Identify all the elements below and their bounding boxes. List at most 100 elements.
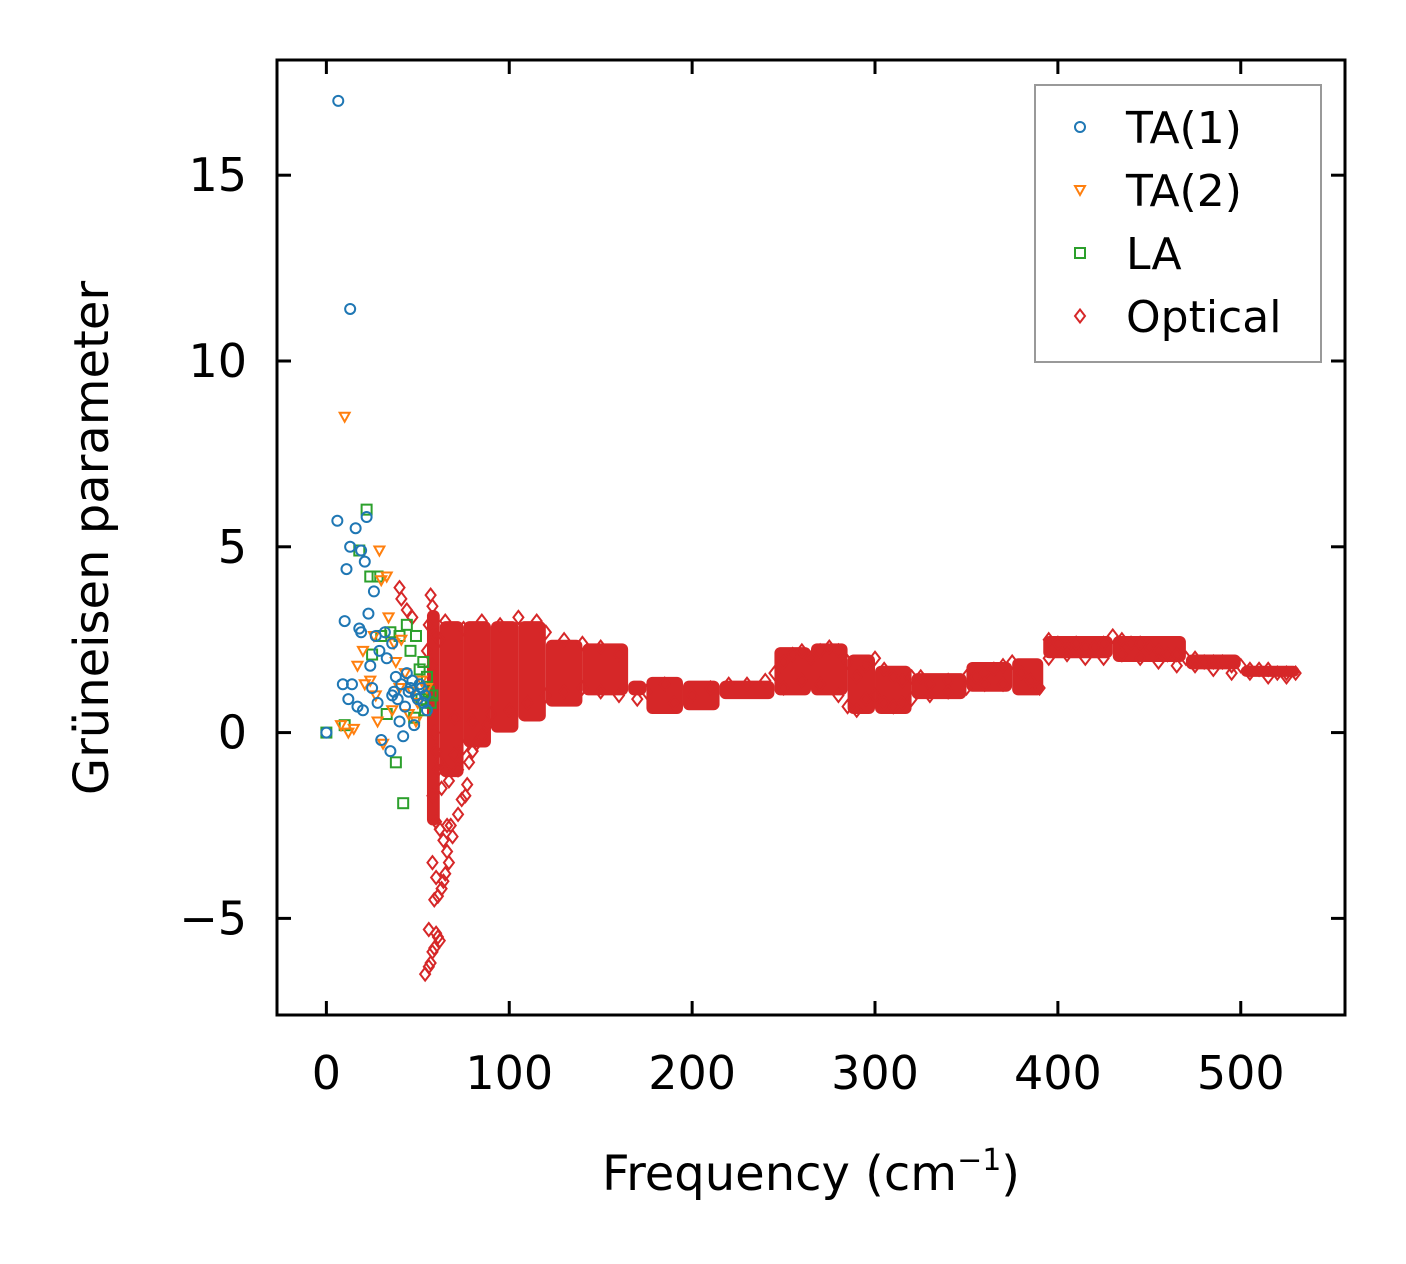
point-optical: [438, 612, 452, 630]
legend-label: Optical: [1126, 292, 1281, 343]
point-optical: [978, 676, 991, 693]
point-ta1: [373, 644, 386, 657]
point-la: [389, 756, 402, 769]
x-tick-label: 200: [648, 1046, 736, 1100]
point-optical: [987, 661, 1001, 678]
point-la: [400, 618, 413, 631]
point-optical: [451, 761, 465, 778]
point-la: [404, 644, 417, 657]
point-optical: [832, 642, 845, 659]
legend-label: TA(1): [1125, 103, 1242, 154]
point-ta1: [340, 563, 353, 576]
point-optical: [1060, 646, 1074, 663]
optical-band: [875, 665, 912, 715]
point-optical: [813, 642, 827, 659]
point-la: [397, 797, 410, 810]
point-ta1: [399, 700, 412, 713]
point-ta1: [413, 678, 426, 691]
legend-marker: [1073, 307, 1087, 325]
point-optical: [1152, 642, 1165, 659]
point-ta2: [420, 682, 434, 696]
point-optical: [1225, 664, 1238, 682]
point-optical: [1152, 653, 1165, 671]
x-tick-label: 300: [831, 1046, 919, 1100]
point-ta1: [409, 689, 422, 702]
point-ta1: [366, 681, 379, 694]
point-optical: [996, 657, 1010, 674]
point-optical: [1097, 635, 1110, 652]
point-optical: [457, 620, 470, 637]
point-ta1: [345, 678, 358, 691]
point-optical: [941, 683, 955, 700]
point-optical: [539, 624, 553, 641]
point-optical: [1115, 646, 1129, 663]
point-optical: [1088, 638, 1101, 656]
point-optical: [896, 694, 909, 712]
point-ta1: [400, 667, 413, 680]
point-optical: [777, 653, 790, 671]
point-ta1: [380, 652, 393, 665]
point-optical: [1079, 650, 1092, 667]
point-ta2: [380, 571, 394, 584]
point-optical: [612, 687, 626, 704]
point-optical: [557, 631, 571, 648]
point-optical: [905, 691, 918, 708]
point-optical: [1161, 646, 1174, 663]
point-optical: [1271, 664, 1284, 682]
point-optical: [1216, 653, 1229, 671]
point-optical: [877, 694, 891, 712]
point-ta2: [389, 656, 403, 670]
point-ta1: [338, 615, 351, 628]
point-optical: [539, 687, 553, 704]
point-optical: [631, 691, 644, 708]
point-optical: [1170, 657, 1184, 674]
point-optical: [1124, 635, 1138, 652]
point-optical: [960, 668, 973, 685]
point-optical: [1280, 668, 1293, 685]
x-tick-label: 500: [1197, 1046, 1285, 1100]
x-axis-title: Frequency (cm−1): [602, 1143, 1020, 1202]
point-optical: [422, 616, 436, 633]
point-optical: [1033, 679, 1046, 697]
optical-band: [646, 676, 683, 715]
point-ta2: [372, 545, 387, 558]
x-tick-label: 100: [465, 1046, 553, 1100]
point-optical: [451, 806, 465, 823]
point-ta1: [344, 302, 357, 315]
point-ta1: [364, 659, 377, 672]
point-optical: [428, 724, 441, 741]
point-optical: [868, 650, 882, 667]
point-optical: [923, 676, 937, 693]
optical-band: [518, 621, 546, 722]
point-ta1: [355, 626, 368, 639]
y-tick-label: 0: [218, 706, 247, 760]
point-ta2: [363, 675, 377, 688]
point-ta1: [358, 555, 371, 568]
legend-label: LA: [1126, 229, 1182, 280]
point-optical: [1225, 657, 1238, 674]
point-ta1: [391, 693, 404, 706]
point-optical: [1197, 653, 1211, 671]
point-optical: [466, 713, 479, 730]
point-optical: [1097, 650, 1110, 667]
point-optical: [475, 612, 489, 630]
point-optical: [905, 668, 918, 685]
legend-marker: [1073, 185, 1087, 198]
point-optical: [740, 676, 754, 693]
point-optical: [1234, 657, 1248, 674]
point-optical: [832, 687, 845, 704]
point-optical: [1261, 661, 1275, 678]
point-optical: [1243, 661, 1257, 678]
point-optical: [640, 683, 653, 700]
legend-marker: [1074, 121, 1086, 133]
point-optical: [1188, 650, 1202, 667]
point-la: [409, 629, 422, 642]
y-tick-label: 15: [188, 148, 247, 202]
point-optical: [1060, 638, 1074, 656]
point-optical: [460, 776, 474, 793]
point-optical: [521, 694, 534, 712]
point-optical: [969, 668, 982, 685]
point-ta1: [393, 715, 406, 728]
point-optical: [960, 679, 973, 697]
